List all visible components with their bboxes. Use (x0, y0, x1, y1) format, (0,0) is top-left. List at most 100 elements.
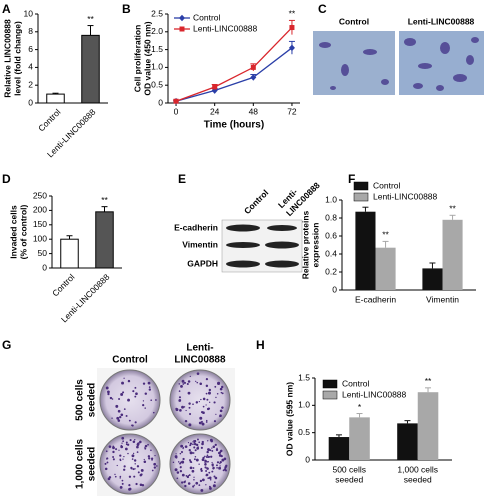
colony (210, 455, 213, 458)
cells (319, 37, 479, 91)
colony (121, 442, 123, 444)
colony (209, 438, 213, 442)
colony (194, 449, 197, 452)
bar (442, 219, 463, 290)
colony (107, 390, 110, 394)
colony (174, 455, 178, 459)
colony (156, 465, 158, 467)
colony (129, 439, 132, 442)
colony (198, 421, 202, 425)
colony (121, 436, 125, 440)
colony (137, 442, 140, 445)
colony (112, 458, 115, 461)
colony (186, 382, 189, 386)
colony (134, 463, 136, 465)
colony (208, 455, 211, 458)
colony (134, 468, 136, 470)
colony (192, 485, 195, 488)
colony (144, 446, 146, 449)
colony (122, 391, 125, 394)
point (288, 44, 295, 52)
colony (140, 468, 144, 472)
colony (200, 488, 204, 492)
colony (188, 406, 191, 409)
y-tick-label: 100 (33, 233, 47, 243)
y-tick-label: 1.5 (151, 44, 163, 54)
colony (145, 444, 147, 447)
colony (211, 447, 213, 449)
colony (217, 382, 221, 386)
colony (188, 402, 191, 405)
colony (177, 461, 180, 463)
colony (201, 442, 204, 446)
column-label: Control (112, 355, 148, 366)
colony (128, 484, 131, 487)
y-tick-label: 0 (158, 97, 163, 107)
colony (214, 481, 216, 484)
x-tick-label: 24 (210, 106, 220, 116)
colony (216, 461, 220, 464)
colony (112, 456, 115, 458)
legend-swatch (322, 390, 338, 400)
legend-label: Control (342, 378, 370, 388)
y-tick-label: 50 (38, 248, 48, 258)
colony (123, 377, 125, 379)
colony (172, 461, 175, 464)
colony (108, 445, 112, 448)
y-axis-label: OD value (450 nm) (142, 21, 152, 95)
colony (134, 421, 137, 424)
colony (209, 449, 212, 452)
colony (153, 462, 157, 466)
colony (134, 395, 137, 398)
colony (205, 421, 208, 423)
colony (222, 469, 225, 472)
colony (214, 443, 217, 447)
colony (189, 460, 192, 463)
y-axis-label: level (fold change) (12, 21, 22, 96)
colony (125, 414, 128, 417)
colony (123, 465, 126, 468)
point (289, 25, 295, 31)
panel-letter: D (2, 172, 11, 186)
colony (218, 466, 222, 470)
colony (202, 456, 205, 460)
colony (131, 454, 135, 458)
point (212, 84, 218, 90)
column-label: Lenti-LINC00888 (408, 16, 475, 26)
colony (114, 475, 117, 478)
colony (196, 372, 200, 375)
y-tick-label: 2 (28, 79, 33, 89)
y-tick-label: 2.0 (151, 26, 163, 36)
colony (208, 388, 212, 392)
colony (135, 392, 138, 396)
colony (213, 420, 217, 423)
colony (187, 482, 191, 485)
y-axis-label: Relative proteins (300, 210, 310, 279)
colony (134, 386, 137, 389)
column-label: Control (339, 16, 369, 26)
colony (127, 398, 130, 402)
legend-swatch (353, 192, 369, 202)
colony (119, 458, 122, 461)
colony (215, 413, 217, 415)
significance: * (358, 402, 362, 412)
y-tick-label: 0.5 (298, 427, 310, 437)
colony (202, 397, 206, 401)
colony (193, 446, 196, 449)
colony (105, 386, 109, 390)
colony (132, 440, 136, 443)
colony (189, 444, 192, 447)
colony (193, 443, 195, 445)
colony (196, 447, 200, 450)
colony (214, 385, 217, 388)
colony (193, 478, 195, 481)
colony (189, 375, 191, 378)
colony (216, 447, 218, 450)
bar (95, 211, 114, 269)
colony (193, 484, 196, 486)
colony (185, 409, 187, 412)
colony (112, 446, 115, 450)
row-label: 1,000 cells (75, 439, 86, 489)
colony (105, 458, 108, 460)
colony (221, 392, 224, 395)
